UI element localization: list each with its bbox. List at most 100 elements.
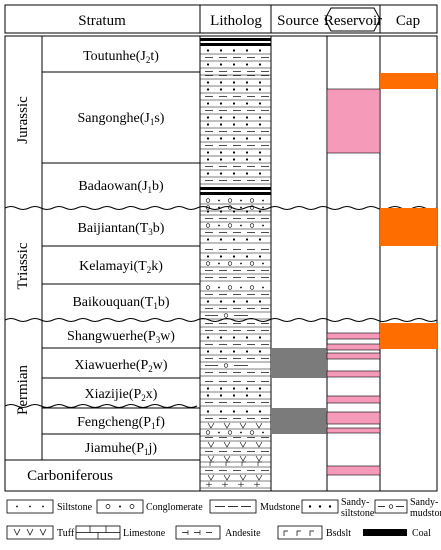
formation-label: Xiawuerhe(P2w) xyxy=(74,358,167,374)
litho-tuff xyxy=(207,422,215,429)
litho-dot xyxy=(206,137,210,140)
reservoir-bar xyxy=(326,370,381,378)
litho-dot xyxy=(206,81,210,84)
litho-dot xyxy=(219,172,223,175)
reservoir-bar xyxy=(326,332,381,340)
litho-tuff xyxy=(239,441,247,448)
litho-pebble xyxy=(227,205,233,210)
cap-bar xyxy=(380,323,437,349)
system-labels: Jurassic Triassic Permian xyxy=(15,96,31,415)
svg-text:Siltstone: Siltstone xyxy=(57,502,93,513)
litho-dot xyxy=(219,116,223,119)
source-bar xyxy=(271,408,327,434)
litho-dot xyxy=(219,49,223,52)
litho-dot xyxy=(258,350,262,353)
litho-dot xyxy=(206,151,210,154)
litho-dot xyxy=(240,431,242,434)
litho-dot xyxy=(245,158,249,161)
litho-dot xyxy=(245,137,249,140)
litho-dot xyxy=(219,336,223,339)
litho-dot xyxy=(262,206,264,209)
formation-label: Shangwuerhe(P3w) xyxy=(67,329,175,345)
litho-dot xyxy=(219,88,223,91)
litho-dot xyxy=(232,81,236,84)
litho-coal xyxy=(200,187,271,190)
litho-pebble xyxy=(227,430,233,435)
litho-dot xyxy=(219,151,223,154)
litho-dot xyxy=(219,255,223,258)
litho-dot xyxy=(219,394,223,397)
litho-dot xyxy=(245,255,249,258)
legend-item-coal: Coal xyxy=(363,528,431,539)
litho-dot xyxy=(232,410,236,413)
litho-dot xyxy=(232,137,236,140)
litho-pebble xyxy=(249,205,255,210)
svg-text:Coal: Coal xyxy=(412,528,431,539)
litho-dot xyxy=(232,158,236,161)
litho-dot xyxy=(258,387,262,390)
litho-dot xyxy=(206,116,210,119)
svg-text:Conglomerate: Conglomerate xyxy=(146,502,203,513)
litho-pebble xyxy=(205,198,211,203)
litho-dot xyxy=(245,88,249,91)
litho-dot xyxy=(219,350,223,353)
reservoir-bar xyxy=(326,352,381,360)
reservoir-bars xyxy=(326,88,381,476)
litho-tuff xyxy=(239,474,247,481)
litho-dot xyxy=(245,336,249,339)
header-reservoir: Reservoir xyxy=(324,13,382,29)
reservoir-bar xyxy=(326,395,381,404)
header-cap: Cap xyxy=(396,13,420,29)
litho-dot xyxy=(219,410,223,413)
litho-dot xyxy=(219,387,223,390)
legend-item-sandy-mudstone: Sandy- mudstone xyxy=(374,497,441,519)
source-bars xyxy=(271,348,327,434)
litho-dot xyxy=(206,123,210,126)
litho-dot xyxy=(206,49,210,52)
litho-basalt xyxy=(241,461,246,466)
litho-dot xyxy=(258,116,262,119)
litho-dot xyxy=(232,172,236,175)
source-bar xyxy=(271,348,327,378)
litho-tuff xyxy=(255,441,263,448)
litho-dot xyxy=(232,336,236,339)
litho-coal xyxy=(200,38,271,41)
formation-labels: Toutunhe(J2t) Sangonghe(J1s) Badaowan(J1… xyxy=(27,49,175,484)
litho-pebble xyxy=(249,261,255,266)
litho-dot xyxy=(258,394,262,397)
litho-dot xyxy=(232,350,236,353)
litho-pebble xyxy=(227,261,233,266)
litho-dot xyxy=(245,350,249,353)
svg-text:Mudstone: Mudstone xyxy=(260,502,301,513)
litho-dot xyxy=(258,151,262,154)
litho-dot xyxy=(245,81,249,84)
litho-dot xyxy=(258,336,262,339)
unconformity-lines xyxy=(4,206,438,408)
header-litholog: Litholog xyxy=(210,13,262,29)
litho-tuff xyxy=(255,474,263,481)
litho-tuff xyxy=(223,455,231,462)
litho-dot xyxy=(218,262,220,265)
svg-text:Andesite: Andesite xyxy=(225,528,261,539)
litho-dot xyxy=(206,63,210,66)
litho-dot xyxy=(232,116,236,119)
litho-dot xyxy=(232,63,236,66)
litho-dot xyxy=(245,410,249,413)
litho-pebble xyxy=(249,223,255,228)
litho-dot xyxy=(232,394,236,397)
litho-dot xyxy=(206,350,210,353)
litho-dot xyxy=(245,63,249,66)
formation-label: Sangonghe(J1s) xyxy=(78,111,165,127)
litho-dot xyxy=(218,199,220,202)
litho-tuff xyxy=(223,474,231,481)
litho-dot xyxy=(262,286,264,289)
litho-dot xyxy=(245,172,249,175)
litho-basalt xyxy=(225,461,230,466)
litho-dot xyxy=(218,206,220,209)
litho-dot xyxy=(206,238,210,241)
litho-pebble xyxy=(249,198,255,203)
litho-tuff xyxy=(255,422,263,429)
litho-dot xyxy=(245,300,249,303)
litho-dot xyxy=(232,255,236,258)
